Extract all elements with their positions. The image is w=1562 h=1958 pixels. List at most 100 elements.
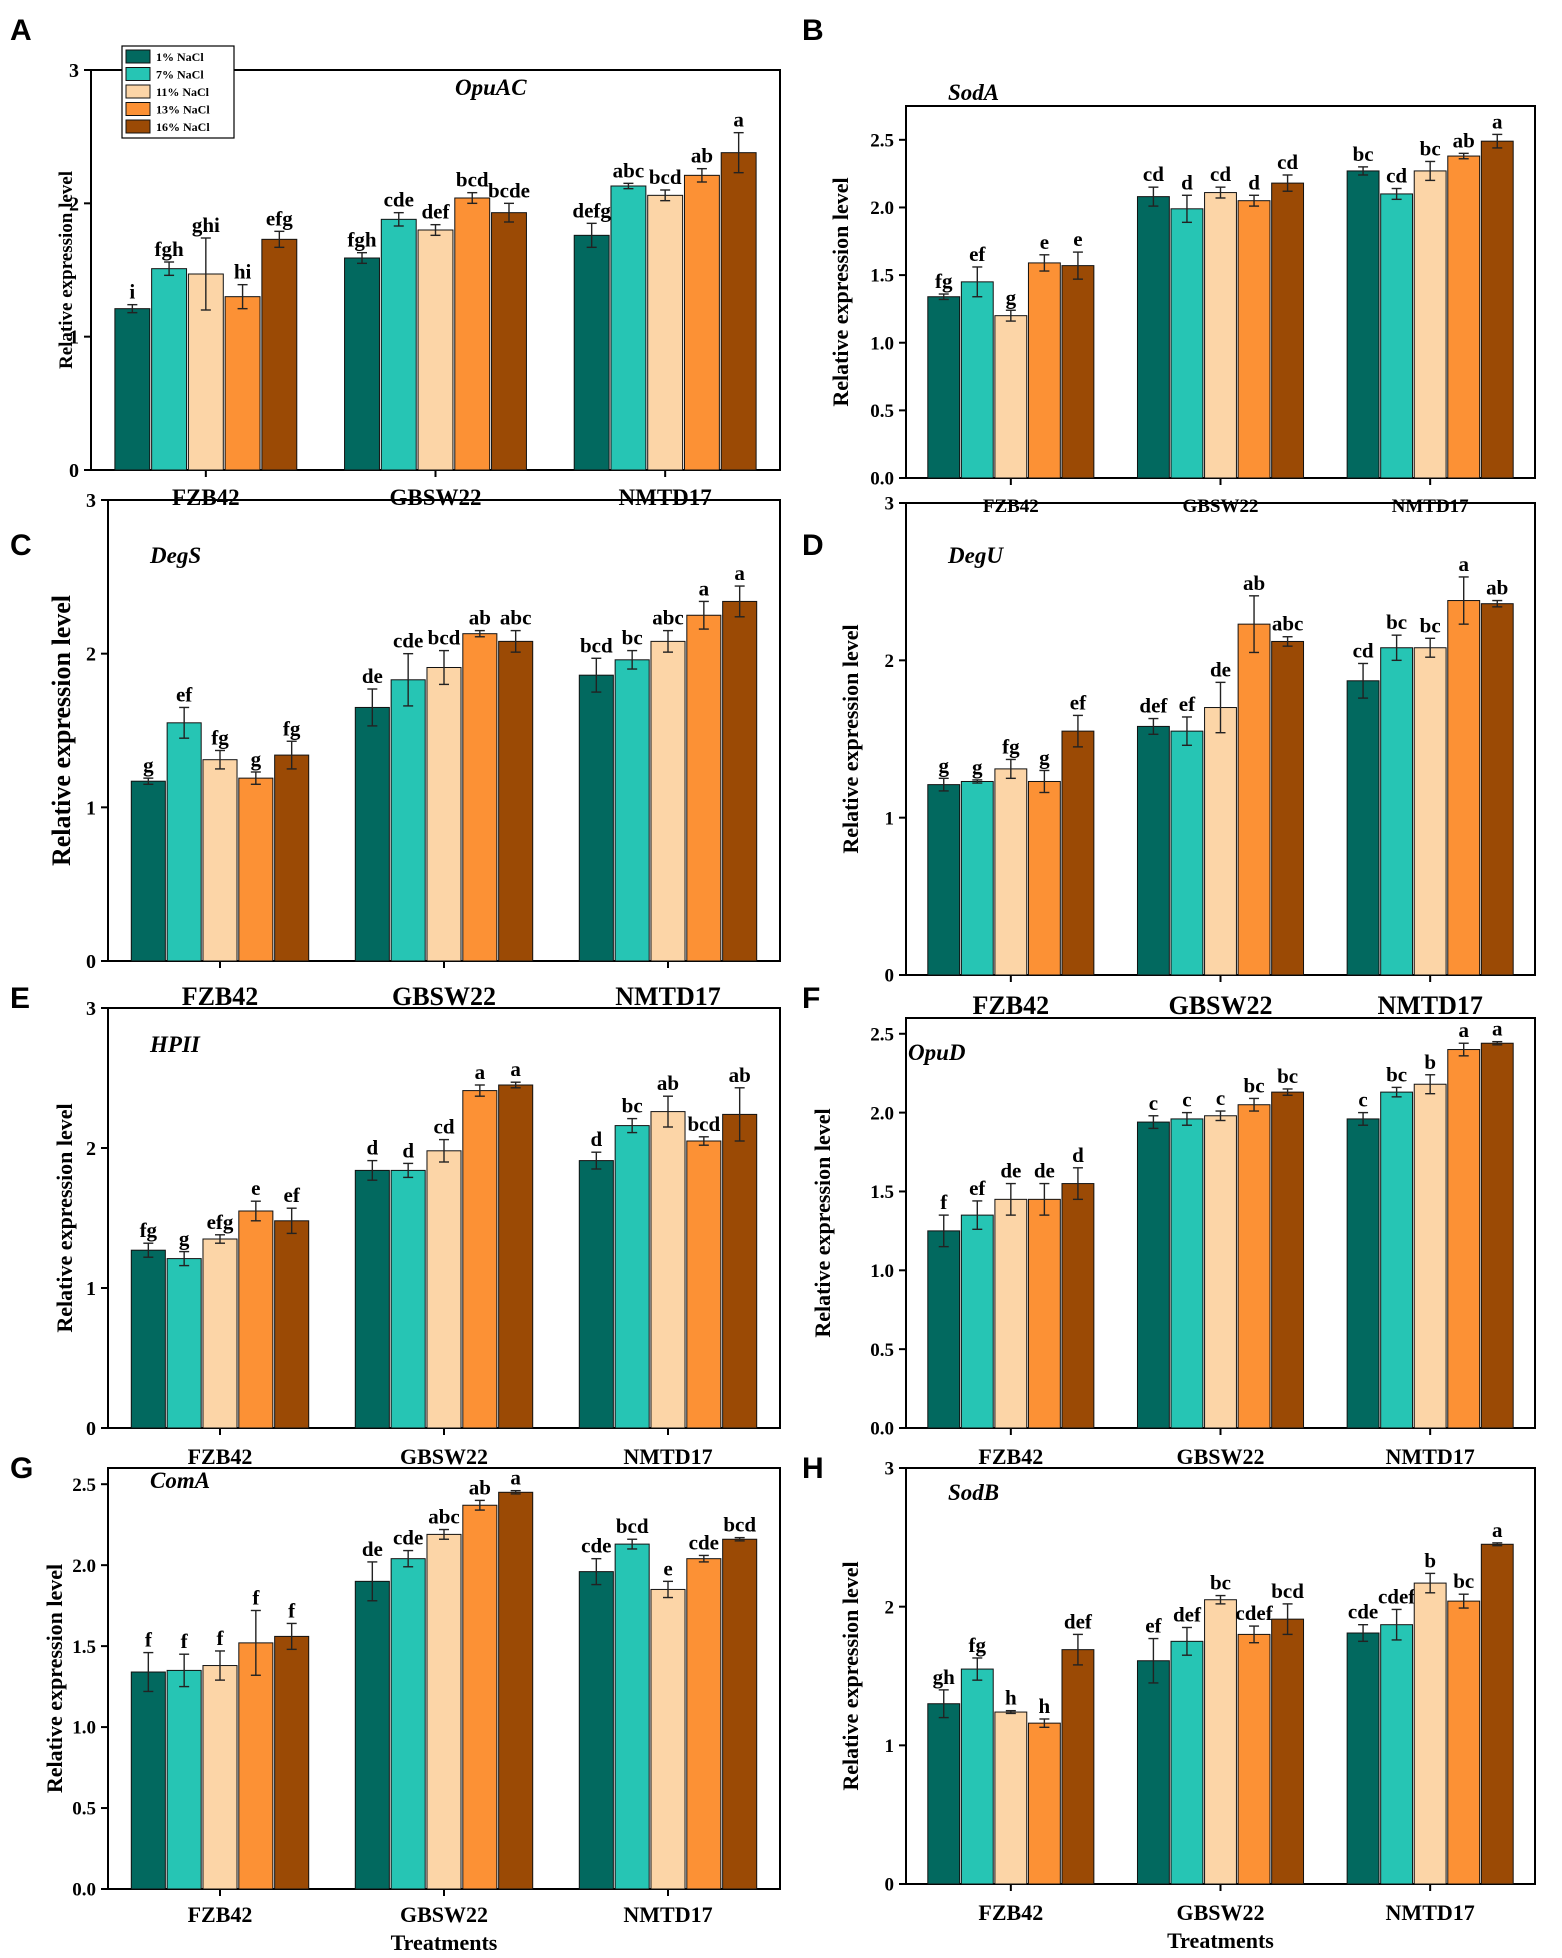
bar: [1237, 200, 1271, 479]
panel-C: C 0 1 2 3 Relative expression level DegS FZB42 g…: [10, 490, 781, 1011]
y-tick-label: 3: [885, 1459, 895, 1480]
significance-label: d: [402, 1138, 414, 1162]
significance-label: abc: [500, 606, 532, 630]
panel-letter: D: [802, 529, 824, 562]
significance-label: abc: [1272, 612, 1304, 636]
significance-label: cd: [1143, 162, 1164, 186]
bar: [166, 1258, 202, 1429]
legend-swatch: [125, 49, 151, 64]
bar: [1447, 1600, 1481, 1885]
bar: [1447, 600, 1481, 976]
significance-label: ab: [657, 1071, 679, 1095]
bar: [498, 1491, 534, 1890]
bar: [462, 1090, 498, 1429]
legend-label: 11% NaCl: [156, 85, 210, 99]
significance-label: bcd: [456, 168, 489, 192]
significance-label: a: [510, 1057, 521, 1081]
panel-letter: B: [802, 14, 824, 47]
significance-label: ef: [969, 242, 986, 266]
panel-G: G 0.0 0.5 1.0 1.5 2.0 2.5 Relative expression l…: [10, 1452, 781, 1955]
bar: [380, 218, 417, 471]
significance-label: cde: [393, 629, 423, 653]
gene-title: OpuD: [908, 1040, 966, 1065]
x-category-label: FZB42: [978, 1444, 1043, 1469]
significance-label: f: [145, 1628, 153, 1652]
significance-label: fgh: [347, 228, 376, 252]
bar: [202, 1665, 238, 1890]
bar: [960, 1668, 994, 1885]
legend-swatch: [125, 67, 151, 81]
significance-label: g: [179, 1227, 190, 1251]
significance-label: a: [1458, 1018, 1469, 1042]
significance-label: fg: [935, 269, 953, 293]
bar: [1061, 730, 1095, 976]
x-category-label: FZB42: [182, 982, 259, 1011]
bar: [1271, 640, 1305, 976]
bar: [614, 659, 650, 962]
bar: [238, 1642, 274, 1890]
bar: [1480, 603, 1514, 976]
bar: [390, 1558, 426, 1890]
significance-label: ghi: [192, 213, 220, 237]
y-tick-label: 0.5: [870, 1340, 894, 1361]
bar: [491, 212, 527, 471]
bar: [994, 1711, 1028, 1885]
significance-label: fg: [969, 1633, 987, 1657]
bar: [1271, 182, 1305, 479]
significance-label: d: [590, 1127, 602, 1151]
bar: [426, 1150, 462, 1429]
panel-E: E 0 1 2 3 Relative expression level HPII FZB42 f…: [10, 982, 781, 1469]
y-tick-label: 1: [885, 1736, 895, 1757]
significance-label: cd: [1277, 150, 1298, 174]
y-tick-label: 1: [86, 797, 96, 819]
bar: [960, 780, 994, 976]
bar: [1170, 730, 1204, 976]
significance-label: bc: [1210, 1571, 1231, 1595]
x-category-label: NMTD17: [615, 982, 720, 1011]
bar: [1061, 1183, 1095, 1429]
panel-letter: H: [802, 1452, 824, 1485]
significance-label: ef: [969, 1176, 986, 1200]
significance-label: ef: [284, 1183, 301, 1207]
significance-label: e: [1073, 227, 1082, 251]
gene-title: SodA: [948, 80, 999, 105]
significance-label: fg: [140, 1218, 158, 1242]
bar: [390, 679, 426, 962]
bar: [647, 194, 684, 471]
significance-label: de: [1210, 657, 1231, 681]
significance-label: b: [1424, 1548, 1436, 1572]
significance-label: efg: [207, 1210, 234, 1234]
y-axis-label: Relative expression level: [52, 1103, 77, 1332]
significance-label: bcd: [580, 633, 613, 657]
x-category-label: GBSW22: [1168, 991, 1272, 1020]
significance-label: f: [181, 1629, 189, 1653]
bar: [960, 281, 994, 479]
significance-label: e: [251, 1176, 260, 1200]
bar: [722, 600, 758, 962]
bar: [1204, 1599, 1237, 1885]
bar: [1413, 1582, 1447, 1885]
x-category-label: FZB42: [983, 496, 1039, 517]
y-tick-label: 2.0: [72, 1556, 96, 1577]
significance-label: g: [1006, 285, 1017, 309]
significance-label: g: [143, 753, 154, 777]
bar: [1027, 780, 1061, 976]
significance-label: a: [475, 1060, 486, 1084]
y-tick-label: 2: [86, 1138, 96, 1160]
significance-label: cde: [1348, 1600, 1378, 1624]
bar: [1346, 1118, 1380, 1429]
significance-label: ab: [469, 1475, 491, 1499]
bar: [578, 1571, 614, 1890]
bar: [650, 1111, 686, 1429]
bar: [994, 768, 1028, 976]
significance-label: fg: [211, 725, 229, 749]
gene-title: DegS: [149, 543, 201, 568]
y-tick-label: 1.0: [870, 333, 894, 354]
bar: [1447, 1049, 1481, 1429]
y-tick-label: 3: [69, 60, 79, 82]
bar: [1061, 265, 1095, 479]
y-tick-label: 2.0: [870, 198, 894, 219]
x-category-label: NMTD17: [1377, 991, 1482, 1020]
panel-letter: F: [802, 982, 820, 1015]
significance-label: ab: [691, 144, 713, 168]
